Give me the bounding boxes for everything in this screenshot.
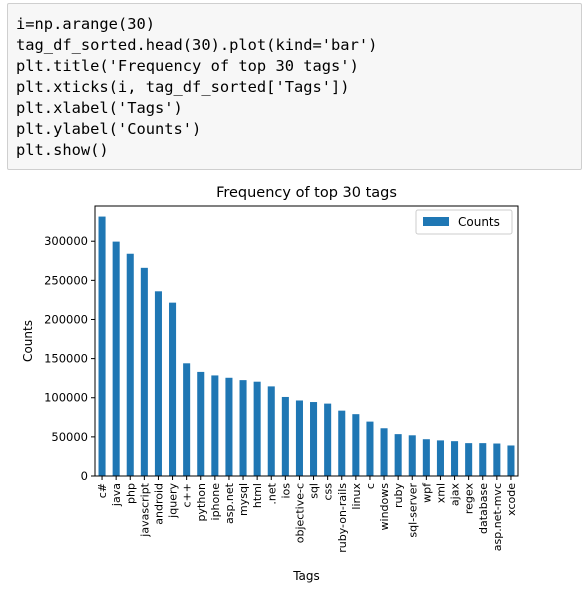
bar: [338, 410, 346, 476]
bar: [366, 421, 374, 476]
bar: [352, 414, 360, 476]
x-tick-label: php: [124, 483, 137, 504]
x-tick-label: javascript: [138, 482, 151, 537]
bar: [225, 377, 233, 476]
bar: [154, 291, 162, 476]
x-tick-label: windows: [378, 483, 391, 531]
bar: [211, 375, 219, 476]
legend-box: [415, 209, 513, 235]
y-tick-label: 150000: [44, 352, 88, 366]
y-axis-ticks: 0 50000 100000 150000 200000 250000 300000: [44, 234, 95, 483]
x-tick-label: asp.net-mvc: [491, 483, 504, 551]
bar: [239, 380, 247, 476]
x-tick-label: .net: [265, 482, 278, 504]
code-line: plt.xticks(i, tag_df_sorted['Tags']): [16, 78, 350, 96]
bar: [140, 267, 148, 476]
x-tick-label: android: [152, 483, 165, 525]
bar: [507, 445, 515, 476]
code-line: plt.ylabel('Counts'): [16, 120, 202, 138]
x-tick-label: html: [251, 483, 264, 508]
x-tick-label: java: [110, 483, 123, 507]
bar: [112, 241, 120, 476]
x-tick-label: ios: [279, 483, 292, 499]
y-tick-label: 200000: [44, 312, 88, 326]
y-tick-label: 0: [81, 469, 88, 483]
bars: [98, 216, 515, 476]
code-line: plt.title('Frequency of top 30 tags'): [16, 57, 359, 75]
bar: [169, 302, 177, 476]
plot-frame: [94, 205, 519, 477]
code-cell[interactable]: i=np.arange(30) tag_df_sorted.head(30).p…: [7, 3, 582, 170]
bar: [451, 441, 459, 476]
code-line: i=np.arange(30): [16, 15, 155, 33]
legend-swatch: [423, 217, 449, 226]
x-tick-label: c++: [181, 483, 194, 507]
legend-label: Counts: [458, 215, 500, 229]
output-area: 0 50000 100000 150000 200000 250000 300000 c# j…: [0, 170, 584, 595]
bar: [408, 435, 416, 476]
x-tick-label: xcode: [505, 483, 518, 516]
bar: [324, 403, 332, 476]
bar: [310, 402, 318, 476]
bar: [295, 400, 303, 476]
legend: Counts: [415, 209, 513, 235]
x-tick-label: css: [322, 483, 335, 501]
code-line: plt.show(): [16, 141, 109, 159]
bar: [183, 363, 191, 476]
x-axis-label: Tags: [292, 569, 320, 583]
x-tick-label: c: [364, 483, 377, 489]
code-line: tag_df_sorted.head(30).plot(kind='bar'): [16, 36, 378, 54]
code-line: plt.xlabel('Tags'): [16, 99, 183, 117]
bar: [253, 381, 261, 476]
bar: [436, 440, 444, 476]
x-tick-label: mysql: [237, 483, 250, 516]
bar: [422, 439, 430, 476]
x-tick-label: iphone: [209, 483, 222, 521]
y-axis-label: Counts: [21, 320, 35, 362]
x-tick-label: ruby-on-rails: [336, 483, 349, 553]
bar: [479, 443, 487, 476]
x-tick-label: linux: [350, 483, 363, 510]
x-tick-label: python: [195, 483, 208, 522]
bar: [98, 216, 106, 476]
y-tick-label: 100000: [44, 391, 88, 405]
y-tick-label: 250000: [44, 273, 88, 287]
chart-title: Frequency of top 30 tags: [216, 185, 397, 201]
x-tick-label: regex: [463, 483, 476, 515]
y-tick-label: 300000: [44, 234, 88, 248]
x-tick-label: database: [477, 483, 490, 534]
x-tick-label: sql-server: [406, 483, 419, 538]
bar: [197, 371, 205, 476]
bar: [380, 428, 388, 476]
x-tick-label: asp.net: [223, 482, 236, 524]
x-tick-label: wpf: [420, 482, 433, 503]
bar: [267, 386, 275, 476]
x-tick-label: ruby: [392, 483, 405, 508]
bar: [394, 434, 402, 476]
bar: [465, 443, 473, 476]
bar: [281, 396, 289, 476]
x-tick-label: objective-c: [293, 483, 306, 543]
x-axis-ticks: c# java php javascript android jquery c++ pytho…: [96, 476, 518, 553]
bar: [126, 253, 134, 476]
y-tick-label: 50000: [51, 430, 88, 444]
x-tick-label: sql: [308, 483, 321, 499]
x-tick-label: xml: [434, 483, 447, 503]
x-tick-label: jquery: [167, 483, 180, 519]
bar: [493, 443, 501, 476]
x-tick-label: c#: [96, 483, 109, 498]
x-tick-label: ajax: [449, 483, 462, 507]
